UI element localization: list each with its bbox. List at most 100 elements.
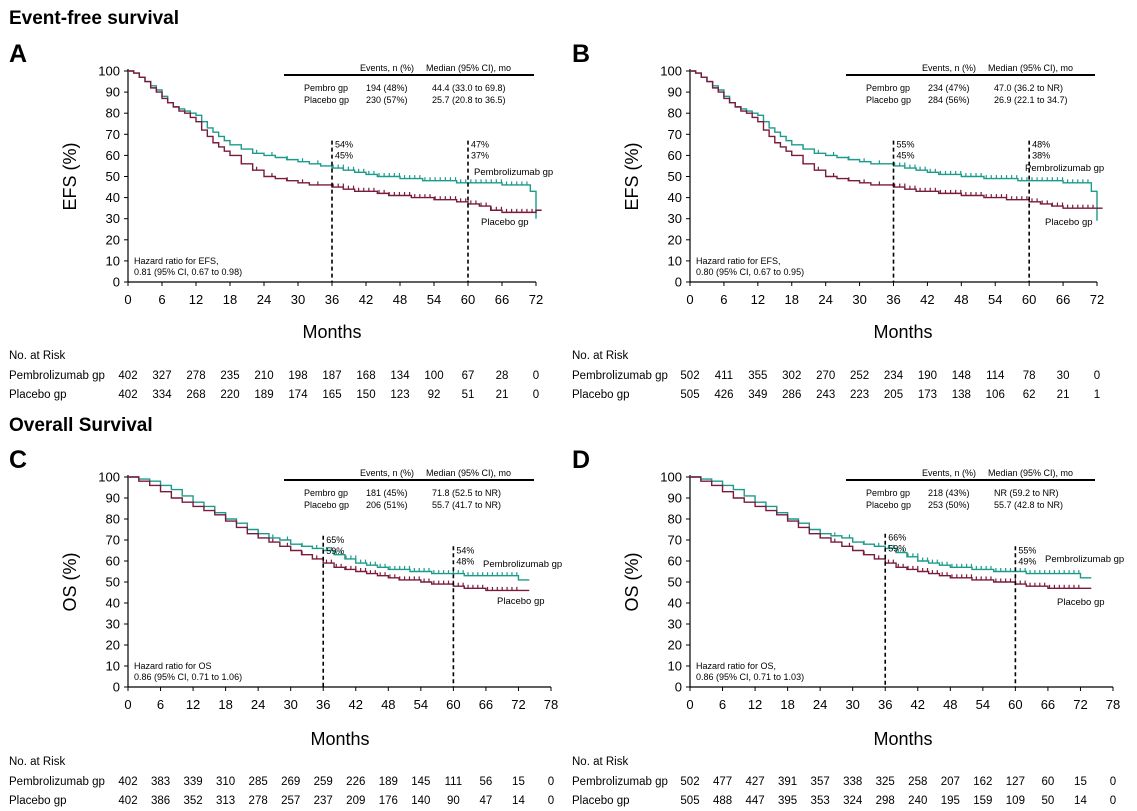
- x-tick-label: 12: [189, 292, 203, 307]
- risk-value: 187: [322, 370, 342, 382]
- y-tick-label: 30: [668, 211, 682, 226]
- risk-value: 223: [849, 389, 870, 401]
- risk-value: 339: [183, 776, 203, 788]
- x-tick-label: 0: [686, 697, 693, 712]
- risk-value: 207: [940, 776, 960, 788]
- x-tick-label: 18: [218, 697, 232, 712]
- risk-value: 56: [479, 776, 493, 788]
- y-tick-label: 60: [106, 148, 120, 163]
- x-tick-label: 42: [349, 697, 363, 712]
- risk-value: 270: [816, 370, 836, 382]
- y-tick-label: 100: [660, 64, 682, 79]
- risk-value: 278: [186, 370, 206, 382]
- risk-value: 334: [152, 389, 172, 401]
- landmark-pembro-pct: 54%: [456, 545, 474, 555]
- risk-value: 14: [1074, 795, 1087, 807]
- risk-table-d: No. at Risk Pembrolizumab gp 502 477 427 391 3…: [572, 756, 1132, 811]
- risk-value: 355: [748, 370, 768, 382]
- risk-value: 92: [427, 389, 441, 401]
- risk-value: 145: [411, 776, 431, 788]
- y-axis-title: EFS (%): [60, 142, 80, 210]
- x-tick-label: 72: [1073, 697, 1087, 712]
- pembrolizumab-curve-censor-marks: [257, 530, 518, 576]
- x-axis-title: Months: [873, 729, 932, 749]
- placebo-curve-label: Placebo gp: [481, 217, 529, 228]
- y-tick-label: 30: [668, 617, 682, 632]
- x-tick-label: 66: [495, 292, 509, 307]
- risk-value: 327: [152, 370, 172, 382]
- y-tick-label: 0: [675, 275, 682, 290]
- x-tick-label: 18: [785, 292, 799, 307]
- risk-value: 402: [118, 370, 138, 382]
- x-axis-title: Months: [302, 322, 361, 342]
- risk-value: 353: [810, 795, 830, 807]
- risk-row-pembrolizumab-label: Pembrolizumab gp: [9, 776, 105, 788]
- y-tick-label: 20: [106, 638, 120, 653]
- x-tick-label: 6: [719, 697, 726, 712]
- risk-value: 134: [390, 370, 410, 382]
- risk-value: 268: [186, 389, 206, 401]
- x-tick-label: 54: [427, 292, 441, 307]
- risk-table-title: No. at Risk: [9, 756, 66, 768]
- risk-value: 1: [1093, 389, 1101, 401]
- risk-value: 505: [680, 795, 700, 807]
- x-tick-label: 60: [461, 292, 475, 307]
- legend-row-median: 55.7 (41.7 to NR): [432, 500, 501, 510]
- risk-value: 109: [1005, 795, 1025, 807]
- legend-row-name: Placebo gp: [866, 500, 911, 510]
- x-axis-title: Months: [873, 322, 932, 342]
- risk-value: 240: [908, 795, 928, 807]
- legend-col-median: Median (95% CI), mo: [426, 63, 511, 73]
- y-tick-label: 90: [668, 85, 682, 100]
- risk-value: 252: [849, 370, 870, 382]
- risk-value: 0: [547, 795, 555, 807]
- x-tick-label: 48: [381, 697, 395, 712]
- risk-value: 21: [495, 389, 509, 401]
- risk-value: 391: [778, 776, 798, 788]
- risk-value: 176: [378, 795, 398, 807]
- y-tick-label: 40: [106, 596, 120, 611]
- y-tick-label: 80: [668, 106, 682, 121]
- landmark-placebo-pct: 59%: [888, 544, 906, 554]
- legend-row-events: 253 (50%): [928, 500, 970, 510]
- pembrolizumab-curve-censor-marks: [802, 145, 1089, 183]
- y-tick-label: 90: [668, 491, 682, 506]
- landmark-pembro-pct: 54%: [335, 140, 353, 150]
- landmark-placebo-pct: 37%: [471, 151, 489, 161]
- landmark-pembro-pct: 55%: [1018, 545, 1036, 555]
- risk-value: 426: [714, 389, 734, 401]
- y-tick-label: 40: [668, 190, 682, 205]
- x-tick-label: 60: [1022, 292, 1036, 307]
- risk-table-b: No. at Risk Pembrolizumab gp 502 411 355 302 2…: [572, 350, 1132, 405]
- placebo-curve: [128, 476, 530, 592]
- risk-value: 427: [745, 776, 765, 788]
- pembrolizumab-curve-label: Pembrolizumab gp: [474, 167, 553, 178]
- risk-value: 190: [917, 370, 937, 382]
- x-tick-label: 54: [988, 292, 1002, 307]
- x-tick-label: 78: [544, 697, 558, 712]
- landmark-pembro-pct: 47%: [471, 140, 489, 150]
- risk-value: 174: [288, 389, 308, 401]
- risk-value: 205: [883, 389, 904, 401]
- risk-value: 226: [346, 776, 366, 788]
- legend-col-events: Events, n (%): [922, 468, 976, 478]
- risk-value: 123: [390, 389, 410, 401]
- hazard-ratio-line-2: 0.81 (95% CI, 0.67 to 0.98): [134, 267, 242, 277]
- risk-value: 395: [778, 795, 798, 807]
- hazard-ratio-line-1: Hazard ratio for EFS,: [134, 256, 219, 266]
- risk-row-pembrolizumab-label: Pembrolizumab gp: [572, 370, 668, 382]
- placebo-curve-censor-marks: [802, 160, 1094, 209]
- legend-row-events: 181 (45%): [366, 488, 408, 498]
- x-tick-label: 42: [920, 292, 934, 307]
- risk-value: 189: [378, 776, 398, 788]
- y-tick-label: 40: [106, 190, 120, 205]
- risk-table-c: No. at Risk Pembrolizumab gp 402 383 339 310 2…: [9, 756, 569, 811]
- placebo-curve-label: Placebo gp: [1045, 217, 1093, 228]
- y-tick-label: 80: [668, 512, 682, 527]
- x-tick-label: 0: [124, 292, 131, 307]
- y-tick-label: 40: [668, 596, 682, 611]
- risk-value: 140: [411, 795, 431, 807]
- y-tick-label: 60: [668, 148, 682, 163]
- risk-value: 162: [973, 776, 993, 788]
